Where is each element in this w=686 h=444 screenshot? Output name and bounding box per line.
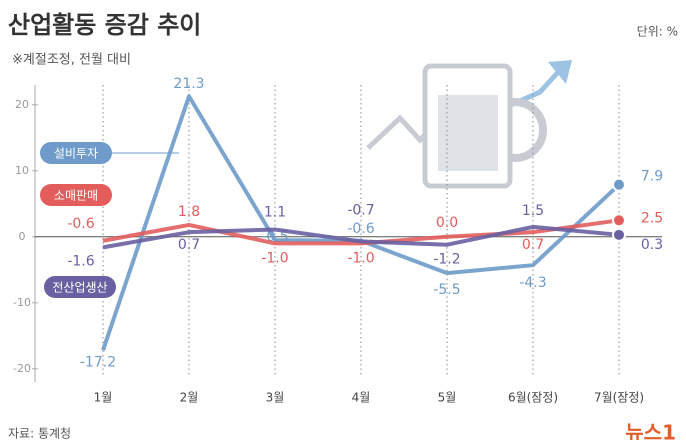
value-label: 0.7 [178, 237, 200, 253]
x-tick-label: 1월 [94, 391, 113, 405]
series-line [102, 224, 620, 250]
end-marker [612, 227, 626, 242]
y-tick-label: -20 [13, 362, 31, 375]
subtitle: ※계절조정, 전월 대비 [12, 53, 131, 68]
source: 자료: 통계청 [8, 427, 71, 441]
value-label: 7.9 [641, 169, 663, 185]
unit: 단위: % [637, 25, 678, 39]
value-label: 1.8 [178, 204, 200, 220]
value-label: 0.3 [641, 237, 663, 253]
y-tick-label: 20 [15, 98, 29, 111]
y-tick-label: 10 [15, 164, 29, 177]
value-label: -17.2 [80, 354, 116, 370]
value-label: 1.1 [264, 205, 286, 221]
value-label: 1.5 [522, 203, 544, 219]
value-label: -0.6 [347, 221, 374, 237]
x-tick-label: 2월 [180, 391, 199, 405]
value-label: -5.5 [433, 282, 460, 298]
value-label: -1.2 [433, 252, 460, 268]
end-marker [612, 177, 626, 192]
legend-label: 설비투자 [54, 147, 98, 161]
legend-box [40, 184, 112, 206]
value-label: -0.7 [347, 202, 374, 218]
value-label: 2.5 [641, 210, 663, 226]
logo: 뉴스1 [625, 421, 676, 441]
value-label: 0.7 [522, 237, 544, 253]
value-label: -1.0 [261, 250, 288, 266]
y-tick-label: -10 [13, 296, 31, 309]
value-label: 21.3 [173, 76, 204, 92]
deco-keys [438, 95, 498, 171]
value-label: -1.0 [347, 250, 374, 266]
x-tick-label: 7월(잠정) [594, 391, 644, 405]
illustration [366, 60, 572, 189]
deco-arrow-head [548, 60, 572, 84]
legend-label: 전산업생산 [52, 281, 107, 295]
value-label: 0.0 [436, 215, 458, 231]
x-tick-label: 5월 [438, 391, 457, 405]
legend-box [44, 276, 116, 298]
y-tick-label: 0 [19, 230, 26, 243]
x-tick-label: 3월 [266, 391, 285, 405]
legend-label: 소매판매 [54, 189, 98, 203]
x-tick-label: 4월 [352, 391, 371, 405]
chart-title: 산업활동 증감 추이 [8, 11, 201, 39]
value-label: -0.6 [67, 216, 94, 232]
end-marker [612, 213, 626, 228]
value-label: -1.6 [67, 253, 94, 269]
x-tick-label: 6월(잠정) [508, 391, 558, 405]
legend-box [40, 142, 112, 164]
value-label: -4.3 [519, 275, 546, 291]
